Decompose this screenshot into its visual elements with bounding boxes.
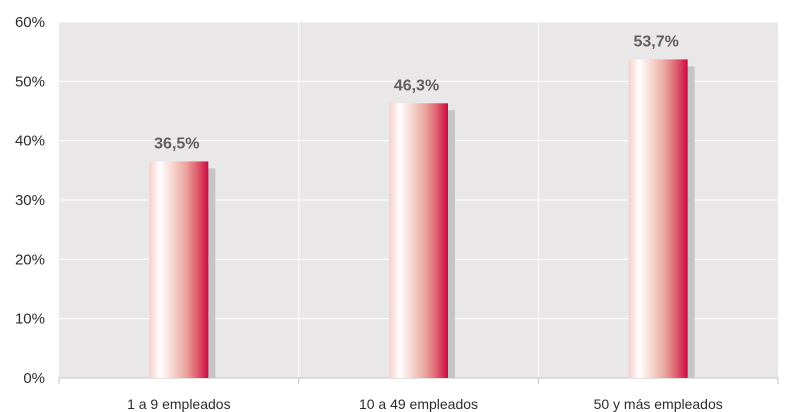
labels: 0% 10% 20% 30% 40% 50% 60% 36,5% 1 a 9 empleados… [15, 14, 723, 412]
y-tick-label: 0% [23, 370, 45, 387]
bar [628, 59, 688, 378]
category-label: 50 y más empleados [594, 396, 723, 412]
axes [58, 377, 779, 384]
y-tick-label: 60% [15, 14, 45, 31]
y-tick-label: 40% [15, 133, 45, 150]
category-label: 1 a 9 empleados [127, 396, 231, 412]
data-label: 46,3% [394, 77, 439, 94]
bar [389, 103, 448, 378]
category-label: 10 a 49 empleados [359, 396, 478, 412]
y-tick-label: 10% [15, 311, 45, 328]
y-tick-label: 50% [15, 73, 45, 90]
bars [149, 59, 695, 378]
y-tick-label: 30% [15, 192, 45, 209]
data-label: 36,5% [154, 135, 199, 152]
bar [149, 161, 209, 378]
data-label: 53,7% [633, 33, 678, 50]
y-tick-label: 20% [15, 251, 45, 268]
